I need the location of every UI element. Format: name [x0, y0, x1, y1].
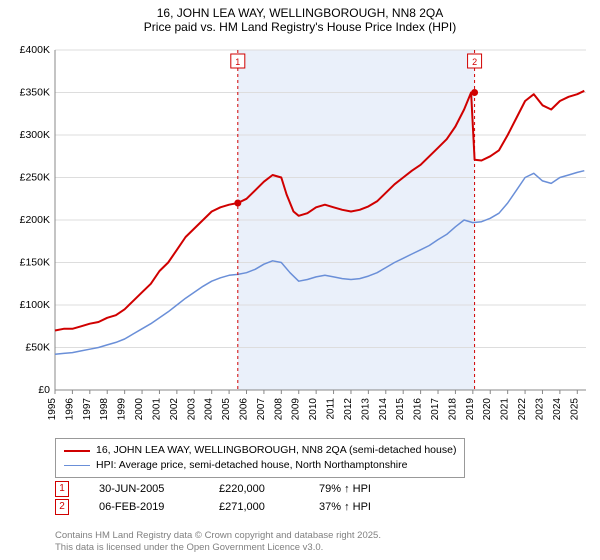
- legend-swatch-property: [64, 450, 90, 452]
- svg-text:2017: 2017: [430, 398, 441, 421]
- legend-item-property: 16, JOHN LEA WAY, WELLINGBOROUGH, NN8 2Q…: [64, 443, 456, 458]
- legend-swatch-hpi: [64, 465, 90, 466]
- marker-change-2: 37% ↑ HPI: [319, 501, 399, 513]
- svg-text:2004: 2004: [204, 398, 215, 421]
- marker-change-1: 79% ↑ HPI: [319, 483, 399, 495]
- svg-text:2007: 2007: [256, 398, 267, 421]
- copyright-line1: Contains HM Land Registry data © Crown c…: [55, 530, 381, 542]
- svg-text:2013: 2013: [360, 398, 371, 421]
- chart-title-sub: Price paid vs. HM Land Registry's House …: [0, 20, 600, 34]
- marker-badge-1: 1: [55, 481, 69, 497]
- svg-text:2001: 2001: [151, 398, 162, 421]
- svg-text:£150K: £150K: [20, 257, 50, 269]
- svg-text:£200K: £200K: [20, 214, 50, 226]
- svg-text:1999: 1999: [117, 398, 128, 421]
- svg-text:2002: 2002: [169, 398, 180, 421]
- svg-text:2003: 2003: [186, 398, 197, 421]
- svg-text:2019: 2019: [465, 398, 476, 421]
- svg-text:2015: 2015: [395, 398, 406, 421]
- svg-text:2018: 2018: [447, 398, 458, 421]
- svg-text:1: 1: [235, 57, 240, 67]
- marker-table: 1 30-JUN-2005 £220,000 79% ↑ HPI 2 06-FE…: [55, 480, 399, 516]
- marker-price-2: £271,000: [219, 501, 289, 513]
- chart-area: £0 £50K £100K £150K £200K £250K £300K £350K £400…: [8, 40, 592, 430]
- svg-text:2014: 2014: [378, 398, 389, 421]
- copyright: Contains HM Land Registry data © Crown c…: [55, 530, 381, 554]
- marker-date-2: 06-FEB-2019: [99, 501, 189, 513]
- svg-text:2006: 2006: [239, 398, 250, 421]
- svg-text:2005: 2005: [221, 398, 232, 421]
- svg-text:2024: 2024: [552, 398, 563, 421]
- svg-text:£300K: £300K: [20, 129, 50, 141]
- legend: 16, JOHN LEA WAY, WELLINGBOROUGH, NN8 2Q…: [55, 438, 465, 478]
- svg-text:2016: 2016: [413, 398, 424, 421]
- chart-title-main: 16, JOHN LEA WAY, WELLINGBOROUGH, NN8 2Q…: [0, 6, 600, 20]
- svg-text:2010: 2010: [308, 398, 319, 421]
- svg-text:£250K: £250K: [20, 172, 50, 184]
- svg-text:2011: 2011: [326, 398, 337, 420]
- svg-text:£0: £0: [38, 384, 50, 396]
- svg-text:2: 2: [472, 57, 477, 67]
- svg-text:1998: 1998: [99, 398, 110, 421]
- svg-text:2000: 2000: [134, 398, 145, 421]
- svg-text:1997: 1997: [82, 398, 93, 421]
- marker-row-2: 2 06-FEB-2019 £271,000 37% ↑ HPI: [55, 498, 399, 516]
- svg-text:£100K: £100K: [20, 299, 50, 311]
- legend-item-hpi: HPI: Average price, semi-detached house,…: [64, 458, 456, 473]
- svg-text:2009: 2009: [291, 398, 302, 421]
- marker-price-1: £220,000: [219, 483, 289, 495]
- marker-date-1: 30-JUN-2005: [99, 483, 189, 495]
- marker-row-1: 1 30-JUN-2005 £220,000 79% ↑ HPI: [55, 480, 399, 498]
- svg-text:2008: 2008: [273, 398, 284, 421]
- svg-text:2020: 2020: [482, 398, 493, 421]
- copyright-line2: This data is licensed under the Open Gov…: [55, 542, 381, 554]
- svg-text:1996: 1996: [64, 398, 75, 421]
- marker-badge-2: 2: [55, 499, 69, 515]
- svg-text:£50K: £50K: [25, 342, 50, 354]
- legend-label-hpi: HPI: Average price, semi-detached house,…: [96, 458, 407, 473]
- svg-text:£350K: £350K: [20, 87, 50, 99]
- svg-text:2023: 2023: [534, 398, 545, 421]
- legend-label-property: 16, JOHN LEA WAY, WELLINGBOROUGH, NN8 2Q…: [96, 443, 456, 458]
- svg-text:1995: 1995: [47, 398, 58, 421]
- svg-text:2025: 2025: [569, 398, 580, 421]
- svg-text:£400K: £400K: [20, 44, 50, 56]
- svg-text:2012: 2012: [343, 398, 354, 421]
- svg-text:2022: 2022: [517, 398, 528, 421]
- svg-text:2021: 2021: [500, 398, 511, 421]
